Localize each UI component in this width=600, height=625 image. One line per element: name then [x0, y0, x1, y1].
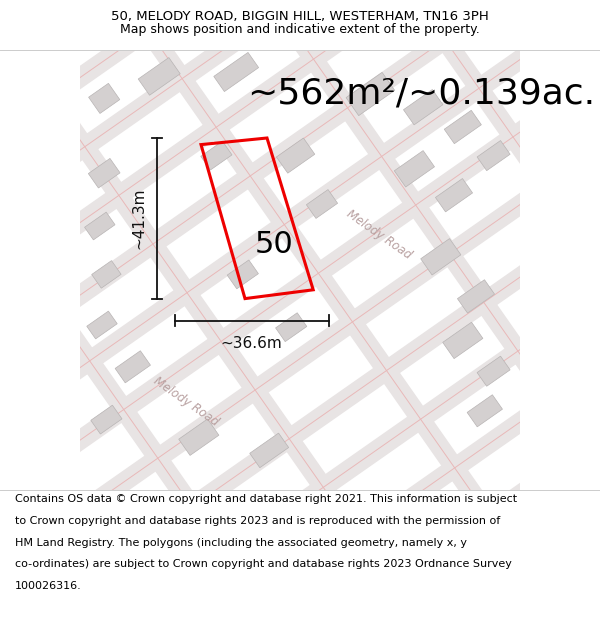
Text: 50: 50	[255, 229, 293, 259]
Polygon shape	[214, 52, 259, 91]
Text: co-ordinates) are subject to Crown copyright and database rights 2023 Ordnance S: co-ordinates) are subject to Crown copyr…	[15, 559, 512, 569]
Polygon shape	[477, 356, 510, 386]
Polygon shape	[201, 141, 232, 170]
Polygon shape	[436, 179, 473, 212]
Text: to Crown copyright and database rights 2023 and is reproduced with the permissio: to Crown copyright and database rights 2…	[15, 516, 500, 526]
Text: ~562m²/~0.139ac.: ~562m²/~0.139ac.	[247, 76, 595, 111]
Polygon shape	[307, 189, 338, 218]
Text: Map shows position and indicative extent of the property.: Map shows position and indicative extent…	[120, 23, 480, 36]
Polygon shape	[346, 72, 395, 116]
Text: ~36.6m: ~36.6m	[221, 336, 283, 351]
Polygon shape	[275, 312, 307, 342]
Text: Melody Road: Melody Road	[344, 208, 414, 262]
Polygon shape	[477, 141, 510, 171]
Text: Contains OS data © Crown copyright and database right 2021. This information is : Contains OS data © Crown copyright and d…	[15, 494, 517, 504]
Polygon shape	[403, 89, 443, 125]
Polygon shape	[87, 311, 117, 339]
Polygon shape	[444, 111, 481, 144]
Polygon shape	[443, 322, 483, 359]
Polygon shape	[89, 83, 120, 114]
Text: Melody Road: Melody Road	[151, 375, 221, 429]
Polygon shape	[227, 260, 259, 289]
Text: ~41.3m: ~41.3m	[131, 188, 146, 249]
Polygon shape	[92, 261, 121, 288]
Polygon shape	[467, 395, 502, 427]
Polygon shape	[115, 351, 151, 383]
Polygon shape	[250, 433, 289, 468]
Polygon shape	[457, 280, 494, 313]
Polygon shape	[88, 158, 120, 188]
Polygon shape	[394, 151, 434, 187]
Polygon shape	[85, 212, 115, 240]
Text: HM Land Registry. The polygons (including the associated geometry, namely x, y: HM Land Registry. The polygons (includin…	[15, 538, 467, 548]
Polygon shape	[277, 138, 315, 173]
Polygon shape	[179, 419, 219, 456]
Text: 50, MELODY ROAD, BIGGIN HILL, WESTERHAM, TN16 3PH: 50, MELODY ROAD, BIGGIN HILL, WESTERHAM,…	[111, 10, 489, 23]
Polygon shape	[91, 405, 122, 434]
Text: 100026316.: 100026316.	[15, 581, 82, 591]
Polygon shape	[421, 239, 461, 275]
Polygon shape	[138, 58, 180, 95]
